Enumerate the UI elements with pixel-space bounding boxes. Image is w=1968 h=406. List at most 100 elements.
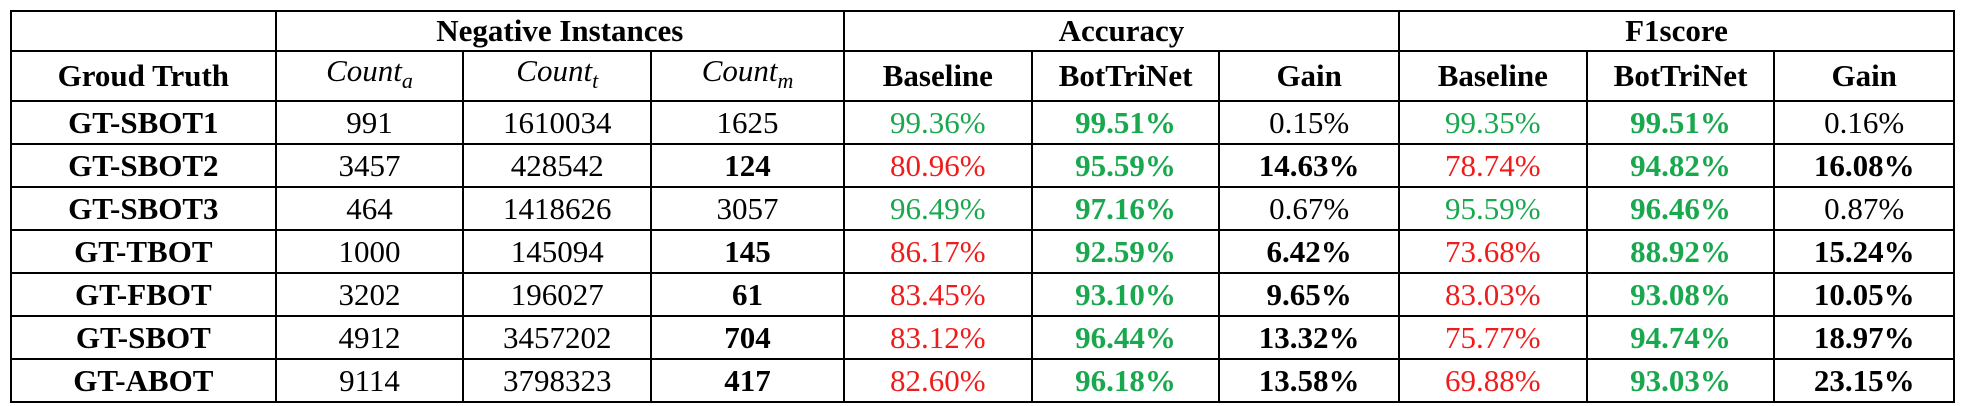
cell-f1-baseline: 95.59% bbox=[1397, 186, 1588, 232]
cell-count-a: 3202 bbox=[274, 272, 465, 318]
cell-f1-bottrinet: 88.92% bbox=[1585, 229, 1776, 275]
cell-f1-baseline: 78.74% bbox=[1397, 143, 1588, 189]
group-header-f1score: F1score bbox=[1397, 10, 1956, 52]
cell-accuracy-gain: 13.32% bbox=[1218, 315, 1400, 361]
cell-f1-gain: 10.05% bbox=[1773, 272, 1955, 318]
count-m-sub: m bbox=[777, 68, 794, 94]
cell-count-m: 124 bbox=[650, 143, 845, 189]
cell-ground-truth: GT-SBOT1 bbox=[10, 100, 277, 146]
cell-count-t: 3798323 bbox=[462, 358, 653, 404]
cell-f1-gain: 16.08% bbox=[1773, 143, 1955, 189]
count-a-base: Count bbox=[326, 53, 402, 88]
table-row: GT-SBOT 4912 3457202 704 83.12% 96.44% 1… bbox=[10, 315, 1955, 361]
cell-f1-baseline: 75.77% bbox=[1397, 315, 1588, 361]
count-t-base: Count bbox=[516, 53, 593, 88]
cell-accuracy-bottrinet: 97.16% bbox=[1030, 186, 1221, 232]
cell-count-t: 3457202 bbox=[462, 315, 653, 361]
cell-ground-truth: GT-SBOT bbox=[10, 315, 277, 361]
column-header-accuracy-gain: Gain bbox=[1218, 49, 1400, 103]
cell-count-t: 196027 bbox=[462, 272, 653, 318]
table-row: GT-SBOT3 464 1418626 3057 96.49% 97.16% … bbox=[10, 186, 1955, 232]
column-header-accuracy-baseline: Baseline bbox=[842, 49, 1033, 103]
cell-ground-truth: GT-FBOT bbox=[10, 272, 277, 318]
cell-count-a: 3457 bbox=[274, 143, 465, 189]
cell-f1-bottrinet: 93.08% bbox=[1585, 272, 1776, 318]
cell-count-m: 145 bbox=[650, 229, 845, 275]
group-header-accuracy: Accuracy bbox=[842, 10, 1400, 52]
cell-count-m: 417 bbox=[650, 358, 845, 404]
column-header-count-t: Countt bbox=[462, 49, 653, 103]
cell-f1-bottrinet: 99.51% bbox=[1585, 100, 1776, 146]
column-header-f1-bottrinet: BotTriNet bbox=[1585, 49, 1776, 103]
cell-f1-gain: 0.87% bbox=[1773, 186, 1955, 232]
cell-ground-truth: GT-ABOT bbox=[10, 358, 277, 404]
cell-f1-baseline: 69.88% bbox=[1397, 358, 1588, 404]
table-row: GT-ABOT 9114 3798323 417 82.60% 96.18% 1… bbox=[10, 358, 1955, 404]
cell-f1-gain: 18.97% bbox=[1773, 315, 1955, 361]
blank-corner-cell bbox=[10, 10, 277, 52]
cell-accuracy-bottrinet: 93.10% bbox=[1030, 272, 1221, 318]
cell-accuracy-gain: 0.67% bbox=[1218, 186, 1400, 232]
cell-f1-bottrinet: 94.82% bbox=[1585, 143, 1776, 189]
cell-accuracy-bottrinet: 95.59% bbox=[1030, 143, 1221, 189]
cell-f1-bottrinet: 94.74% bbox=[1585, 315, 1776, 361]
cell-accuracy-bottrinet: 99.51% bbox=[1030, 100, 1221, 146]
results-table-container: Negative Instances Accuracy F1score Grou… bbox=[10, 10, 1956, 404]
count-a-sub: a bbox=[401, 68, 413, 94]
cell-count-t: 1418626 bbox=[462, 186, 653, 232]
column-header-f1-gain: Gain bbox=[1773, 49, 1955, 103]
group-header-row: Negative Instances Accuracy F1score bbox=[10, 10, 1956, 52]
column-header-count-a: Counta bbox=[274, 49, 465, 103]
cell-count-m: 61 bbox=[650, 272, 845, 318]
cell-count-a: 1000 bbox=[274, 229, 465, 275]
cell-accuracy-baseline: 80.96% bbox=[842, 143, 1033, 189]
cell-f1-bottrinet: 93.03% bbox=[1585, 358, 1776, 404]
cell-count-t: 428542 bbox=[462, 143, 653, 189]
cell-count-m: 704 bbox=[650, 315, 845, 361]
cell-accuracy-bottrinet: 92.59% bbox=[1030, 229, 1221, 275]
cell-accuracy-gain: 0.15% bbox=[1218, 100, 1400, 146]
results-table: Negative Instances Accuracy F1score Grou… bbox=[10, 10, 1956, 404]
group-header-negative-instances: Negative Instances bbox=[274, 10, 845, 52]
cell-f1-bottrinet: 96.46% bbox=[1585, 186, 1776, 232]
table-row: GT-SBOT2 3457 428542 124 80.96% 95.59% 1… bbox=[10, 143, 1955, 189]
column-header-count-m: Countm bbox=[650, 49, 845, 103]
cell-accuracy-baseline: 82.60% bbox=[842, 358, 1033, 404]
cell-count-t: 145094 bbox=[462, 229, 653, 275]
cell-accuracy-baseline: 86.17% bbox=[842, 229, 1033, 275]
table-row: GT-SBOT1 991 1610034 1625 99.36% 99.51% … bbox=[10, 100, 1955, 146]
count-t-sub: t bbox=[592, 68, 599, 94]
cell-f1-gain: 0.16% bbox=[1773, 100, 1955, 146]
cell-ground-truth: GT-SBOT2 bbox=[10, 143, 277, 189]
cell-accuracy-gain: 9.65% bbox=[1218, 272, 1400, 318]
cell-accuracy-gain: 6.42% bbox=[1218, 229, 1400, 275]
cell-accuracy-bottrinet: 96.18% bbox=[1030, 358, 1221, 404]
cell-ground-truth: GT-SBOT3 bbox=[10, 186, 277, 232]
count-m-base: Count bbox=[701, 53, 778, 88]
cell-count-a: 4912 bbox=[274, 315, 465, 361]
cell-ground-truth: GT-TBOT bbox=[10, 229, 277, 275]
cell-f1-gain: 15.24% bbox=[1773, 229, 1955, 275]
cell-accuracy-baseline: 83.12% bbox=[842, 315, 1033, 361]
column-header-ground-truth: Groud Truth bbox=[10, 49, 277, 103]
column-header-f1-baseline: Baseline bbox=[1397, 49, 1588, 103]
cell-accuracy-baseline: 83.45% bbox=[842, 272, 1033, 318]
cell-count-m: 1625 bbox=[650, 100, 845, 146]
cell-count-a: 464 bbox=[274, 186, 465, 232]
column-header-accuracy-bottrinet: BotTriNet bbox=[1030, 49, 1221, 103]
cell-accuracy-gain: 14.63% bbox=[1218, 143, 1400, 189]
cell-f1-gain: 23.15% bbox=[1773, 358, 1955, 404]
cell-f1-baseline: 99.35% bbox=[1397, 100, 1588, 146]
cell-count-a: 991 bbox=[274, 100, 465, 146]
table-row: GT-TBOT 1000 145094 145 86.17% 92.59% 6.… bbox=[10, 229, 1955, 275]
cell-f1-baseline: 83.03% bbox=[1397, 272, 1588, 318]
table-body: GT-SBOT1 991 1610034 1625 99.36% 99.51% … bbox=[10, 100, 1955, 404]
column-header-row: Groud Truth Counta Countt Countm Baselin… bbox=[10, 49, 1955, 103]
cell-count-a: 9114 bbox=[274, 358, 465, 404]
cell-accuracy-bottrinet: 96.44% bbox=[1030, 315, 1221, 361]
cell-accuracy-baseline: 96.49% bbox=[842, 186, 1033, 232]
cell-count-m: 3057 bbox=[650, 186, 845, 232]
table-row: GT-FBOT 3202 196027 61 83.45% 93.10% 9.6… bbox=[10, 272, 1955, 318]
cell-f1-baseline: 73.68% bbox=[1397, 229, 1588, 275]
cell-accuracy-baseline: 99.36% bbox=[842, 100, 1033, 146]
